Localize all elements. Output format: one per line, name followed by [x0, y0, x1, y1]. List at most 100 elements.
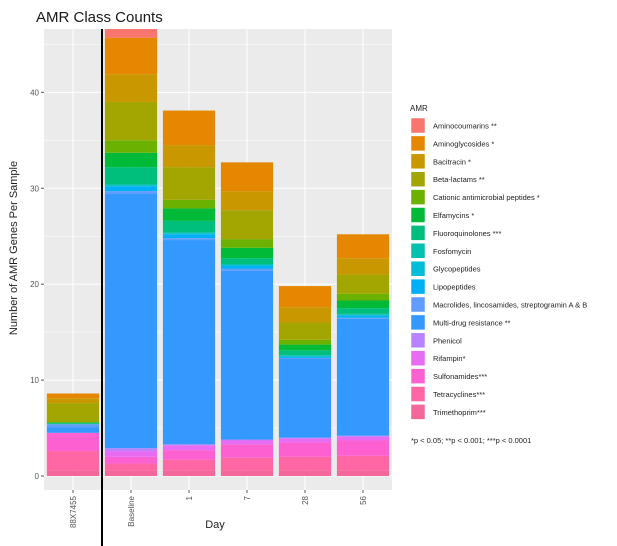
bar-segment	[46, 403, 100, 423]
legend-label: Rifampin*	[433, 354, 466, 363]
x-tick-label: 7	[243, 495, 252, 500]
bar-segment	[220, 258, 274, 265]
bar-segment	[104, 185, 158, 187]
legend-key	[410, 207, 426, 223]
bar-segment	[336, 440, 390, 456]
bar-segment	[220, 239, 274, 248]
bar-segment	[162, 145, 216, 168]
bar-segment	[162, 459, 216, 471]
y-axis-ticks: 0 10 20 30 40	[30, 88, 44, 481]
bar-segment	[278, 442, 332, 457]
legend-key	[410, 189, 426, 205]
y-tick-label: 10	[30, 376, 39, 385]
bar-segment	[104, 456, 158, 464]
bar-segment	[104, 37, 158, 75]
bar-segment	[278, 344, 332, 351]
bar-segment	[162, 199, 216, 209]
x-tick-label: 28	[301, 495, 310, 504]
bar-segment	[104, 448, 158, 452]
bar-segment	[336, 455, 390, 471]
bar-segment	[104, 152, 158, 168]
bar-segment	[46, 424, 100, 428]
bar-segment	[220, 265, 274, 269]
legend-title: AMR	[410, 104, 428, 113]
bar-segment	[162, 233, 216, 235]
legend-key	[410, 386, 426, 402]
y-tick-label: 40	[30, 88, 39, 97]
bar-segment	[278, 307, 332, 323]
bar-segment	[336, 293, 390, 301]
bar-segment	[162, 444, 216, 446]
bar-segment	[220, 439, 274, 441]
bar-segment	[104, 74, 158, 102]
bar-segment	[220, 191, 274, 211]
bar-segment	[104, 101, 158, 141]
legend: Aminocoumarins ** Aminoglycosides * Bacitr…	[410, 117, 587, 420]
bar-segment	[336, 234, 390, 259]
bar-segment	[278, 358, 332, 359]
bar-segment	[162, 450, 216, 460]
legend-key	[410, 350, 426, 366]
legend-key	[410, 171, 426, 187]
legend-label: Tetracyclines***	[433, 390, 485, 399]
bar-segment	[220, 440, 274, 445]
y-tick-label: 20	[30, 280, 39, 289]
bar-segment	[220, 268, 274, 271]
legend-key	[410, 260, 426, 277]
legend-label: Multi-drug resistance **	[433, 318, 511, 327]
bar-segment	[220, 210, 274, 240]
bar-segment	[336, 436, 390, 441]
bar-segment	[278, 357, 332, 359]
bar-segment	[336, 470, 390, 476]
bar-segment	[336, 300, 390, 309]
bar-segment	[220, 470, 274, 476]
bar-segment	[104, 186, 158, 192]
bar-segment	[336, 313, 390, 315]
legend-key	[410, 296, 426, 313]
bar-segment	[46, 427, 100, 433]
legend-key	[410, 332, 426, 349]
footnote: *p < 0.05; **p < 0.001; ***p < 0.0001	[411, 436, 531, 445]
bar-segment	[162, 110, 216, 146]
legend-key	[410, 314, 426, 331]
bar-segment	[104, 194, 158, 449]
legend-label: Aminocoumarins **	[433, 122, 497, 131]
bar-segment	[162, 238, 216, 241]
bar-segment	[104, 451, 158, 457]
legend-label: Beta-lactams **	[433, 175, 485, 184]
bar-segment	[278, 355, 332, 357]
y-tick-label: 0	[35, 472, 40, 481]
bar-segment	[278, 286, 332, 308]
bar-segment	[162, 220, 216, 233]
legend-label: Trimethoprim***	[433, 408, 486, 417]
bar-segment	[162, 240, 216, 445]
legend-key	[410, 117, 426, 134]
bar-segment	[278, 456, 332, 471]
legend-label: Bacitracin *	[433, 157, 471, 166]
legend-key	[410, 243, 426, 259]
x-tick-label: 56	[359, 495, 368, 504]
legend-label: Sulfonamides***	[433, 372, 487, 381]
bar-segment	[104, 470, 158, 476]
legend-key	[410, 368, 426, 384]
bar-segment	[336, 314, 390, 316]
bar-segment	[104, 167, 158, 185]
bar-segment	[104, 140, 158, 153]
bar-segment	[162, 234, 216, 239]
bar-segment	[46, 432, 100, 452]
legend-label: Lipopeptides	[433, 283, 476, 292]
bar-segment	[278, 437, 332, 439]
bar-segment	[46, 470, 100, 476]
legend-label: Fluoroquinolones ***	[433, 229, 501, 238]
bar-segment	[220, 444, 274, 458]
legend-label: Aminoglycosides *	[433, 139, 494, 148]
bar-segment	[220, 264, 274, 265]
x-tick-label: Baseline	[127, 495, 136, 526]
bar-segment	[162, 232, 216, 234]
bar-segment	[46, 393, 100, 399]
bar-segment	[278, 438, 332, 443]
bar-segment	[278, 470, 332, 476]
bar-segment	[336, 435, 390, 437]
bar-segment	[46, 423, 100, 425]
